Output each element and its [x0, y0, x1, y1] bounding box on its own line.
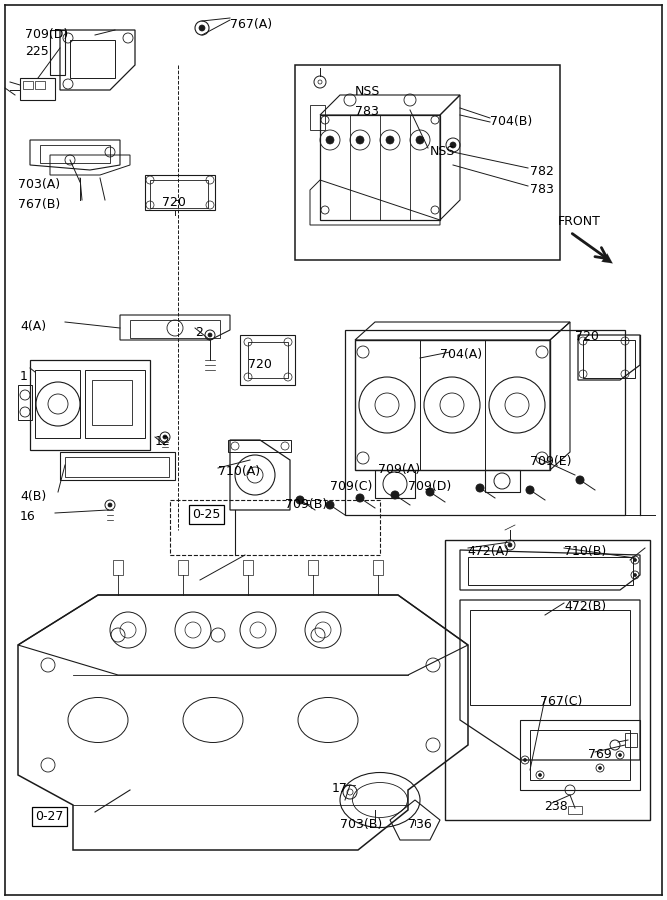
Text: 710(B): 710(B) — [564, 545, 606, 558]
Circle shape — [524, 759, 526, 761]
Text: 704(A): 704(A) — [440, 348, 482, 361]
Text: 238: 238 — [544, 800, 568, 813]
Circle shape — [356, 494, 364, 502]
Bar — [92, 380, 132, 425]
Circle shape — [598, 767, 602, 770]
Text: 225: 225 — [25, 45, 49, 58]
Bar — [468, 557, 633, 585]
Text: 709(B): 709(B) — [285, 498, 327, 511]
Circle shape — [208, 333, 212, 337]
Bar — [485, 470, 520, 492]
Circle shape — [199, 25, 205, 31]
Bar — [373, 560, 383, 575]
Circle shape — [508, 543, 512, 547]
Text: NSS: NSS — [355, 85, 380, 98]
Bar — [18, 385, 32, 420]
Bar — [20, 78, 55, 100]
Text: 472(A): 472(A) — [467, 545, 509, 558]
Circle shape — [618, 753, 622, 757]
Bar — [568, 806, 582, 814]
Text: 736: 736 — [408, 818, 432, 831]
Bar — [113, 560, 123, 575]
Text: 0-27: 0-27 — [35, 810, 63, 823]
Bar — [248, 342, 288, 378]
Text: 709(D): 709(D) — [408, 480, 452, 493]
Text: 720: 720 — [575, 330, 599, 343]
Bar — [178, 560, 188, 575]
Text: 769: 769 — [588, 748, 612, 761]
Bar — [130, 320, 220, 338]
Text: 782: 782 — [530, 165, 554, 178]
Bar — [470, 610, 630, 705]
Circle shape — [356, 136, 364, 144]
Text: 4(A): 4(A) — [20, 320, 46, 333]
Circle shape — [296, 496, 304, 504]
Bar — [345, 330, 625, 515]
Bar — [530, 730, 630, 780]
Bar — [85, 370, 145, 438]
Circle shape — [326, 136, 334, 144]
Text: 783: 783 — [355, 105, 379, 118]
Bar — [310, 105, 325, 130]
Circle shape — [526, 486, 534, 494]
Circle shape — [426, 488, 434, 496]
Circle shape — [538, 773, 542, 777]
Bar — [295, 65, 560, 260]
Bar — [445, 540, 650, 820]
Circle shape — [386, 136, 394, 144]
Bar — [40, 145, 110, 163]
Text: 2: 2 — [195, 326, 203, 339]
Circle shape — [634, 559, 636, 562]
Text: 709(A): 709(A) — [378, 463, 420, 476]
Circle shape — [416, 136, 424, 144]
Text: 709(E): 709(E) — [530, 455, 572, 468]
Bar — [65, 457, 169, 477]
Bar — [308, 560, 318, 575]
Text: 704(B): 704(B) — [490, 115, 532, 128]
Bar — [228, 440, 291, 452]
Bar — [35, 81, 45, 89]
Text: 783: 783 — [530, 183, 554, 196]
Text: 0-25: 0-25 — [192, 508, 220, 521]
Bar — [625, 733, 637, 747]
Circle shape — [634, 573, 636, 577]
Bar — [375, 470, 415, 498]
Text: 720: 720 — [162, 196, 186, 209]
Text: NSS: NSS — [430, 145, 456, 158]
Bar — [170, 500, 380, 555]
Text: 12: 12 — [155, 435, 171, 448]
Text: 17: 17 — [332, 782, 348, 795]
Text: 710(A): 710(A) — [218, 465, 260, 478]
Text: 767(C): 767(C) — [540, 695, 582, 708]
Circle shape — [476, 484, 484, 492]
Text: 709(D): 709(D) — [25, 28, 68, 41]
Text: 709(C): 709(C) — [330, 480, 372, 493]
Circle shape — [576, 476, 584, 484]
Text: FRONT: FRONT — [558, 215, 601, 228]
Bar — [150, 180, 208, 208]
Text: 767(B): 767(B) — [18, 198, 60, 211]
Text: 703(B): 703(B) — [340, 818, 382, 831]
Circle shape — [108, 503, 112, 507]
Circle shape — [163, 435, 167, 439]
Text: 16: 16 — [20, 510, 36, 523]
Circle shape — [391, 491, 399, 499]
Bar — [35, 370, 80, 438]
Circle shape — [326, 501, 334, 509]
Text: 472(B): 472(B) — [564, 600, 606, 613]
Bar — [70, 40, 115, 78]
Text: 1: 1 — [20, 370, 28, 383]
Bar — [23, 81, 33, 89]
Text: 703(A): 703(A) — [18, 178, 60, 191]
Bar — [583, 340, 635, 378]
Text: 720: 720 — [248, 358, 272, 371]
Text: 767(A): 767(A) — [230, 18, 272, 31]
Bar — [243, 560, 253, 575]
Circle shape — [450, 142, 456, 148]
Text: 4(B): 4(B) — [20, 490, 46, 503]
